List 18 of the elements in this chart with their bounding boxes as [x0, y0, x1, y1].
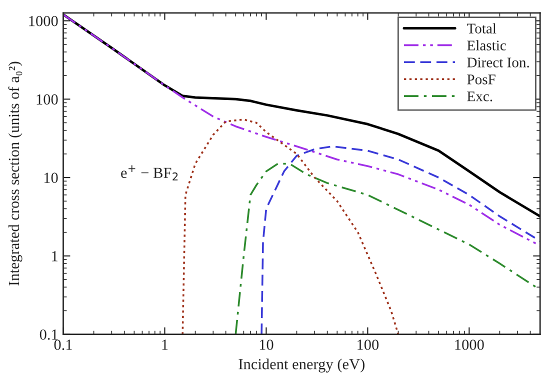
y-tick-label: 1000: [29, 16, 58, 26]
x-tick-label: 1: [162, 340, 168, 350]
y-axis-title: Integrated cross section (units of a₀²): [8, 62, 22, 286]
x-tick-label: 100: [358, 340, 379, 350]
legend-label: Exc.: [467, 92, 492, 102]
y-tick-label: 100: [36, 94, 58, 105]
x-tick-label: 1000: [455, 340, 484, 350]
legend-label: Total: [466, 23, 496, 34]
x-tick-label: 0.1: [54, 340, 72, 350]
y-tick-label: 1: [52, 251, 58, 262]
legend-label: PosF: [467, 74, 496, 84]
annotation: e$^{+}$ − BF$_{2}$: [121, 165, 178, 180]
x-axis-title: Incident energy (eV): [238, 358, 364, 372]
legend-label: Direct Ion.: [467, 58, 529, 68]
y-tick-label: 0.1: [40, 329, 58, 340]
x-tick-label: 10: [260, 340, 274, 350]
legend-label: Elastic: [467, 40, 506, 50]
y-tick-label: 10: [44, 172, 58, 183]
